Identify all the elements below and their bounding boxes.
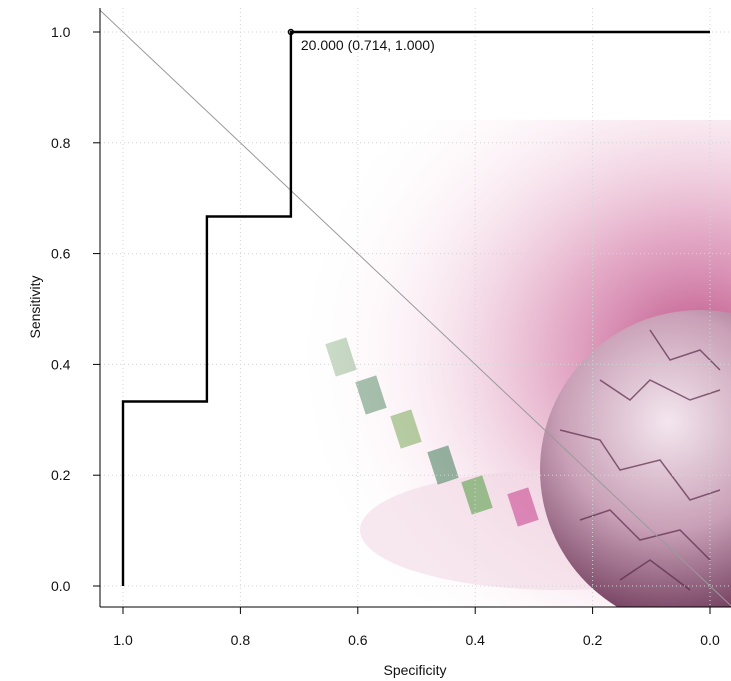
y-tick-label: 0.6 [51,246,71,262]
y-axis-ticks: 0.0 0.2 0.4 0.6 0.8 1.0 [51,24,100,594]
background-image [100,8,731,607]
y-tick-label: 0.4 [51,356,71,372]
reference-diagonal [99,9,731,607]
plot-frame [99,8,731,608]
background-swatch [507,487,539,527]
x-tick-label: 0.0 [700,632,720,648]
background-swatch [461,475,493,515]
y-tick-label: 1.0 [51,24,71,40]
y-tick-label: 0.2 [51,467,71,483]
x-tick-label: 0.2 [583,632,603,648]
threshold-point [287,28,295,36]
globe-crack-lines [559,329,721,591]
y-tick-label: 0.8 [51,135,71,151]
roc-curve-line [121,30,710,586]
background-fade [100,8,360,607]
background-swatch [355,375,387,415]
x-tick-label: 0.4 [465,632,485,648]
background-swatch [427,445,459,485]
x-tick-label: 1.0 [113,632,133,648]
x-tick-label: 0.8 [231,632,251,648]
y-axis-title: Sensitivity [27,275,43,338]
background-swatch [390,409,422,449]
reference-line [99,9,731,607]
x-axis-title: Specificity [383,662,446,678]
y-tick-label: 0.0 [51,578,71,594]
x-axis-ticks: 1.0 0.8 0.6 0.4 0.2 0.0 [113,607,720,648]
roc-curve [121,30,710,586]
annotations: 20.000 (0.714, 1.000) [287,28,435,53]
x-tick-label: 0.6 [348,632,368,648]
threshold-label: 20.000 (0.714, 1.000) [301,37,435,53]
